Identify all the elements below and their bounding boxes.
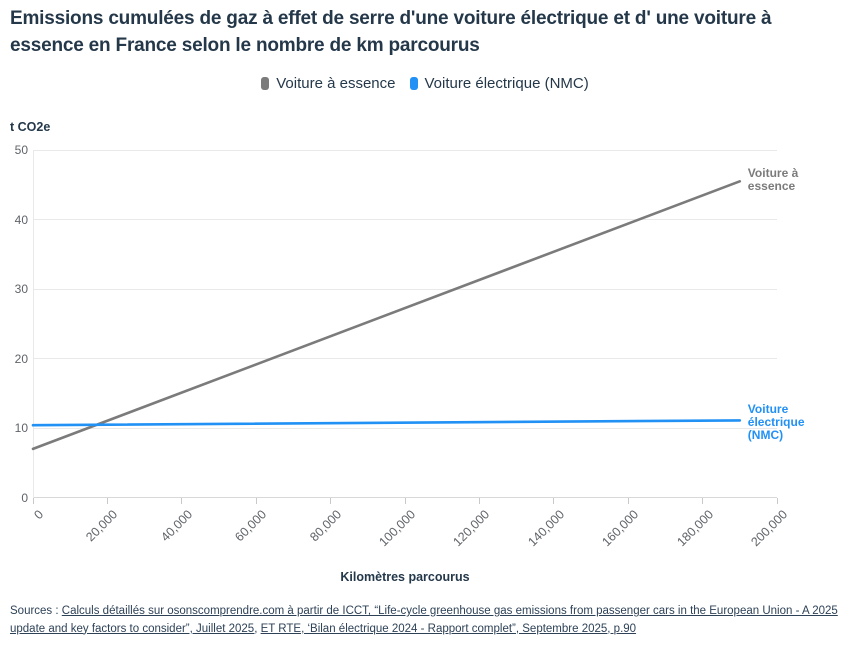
legend-item-electrique: Voiture électrique (NMC): [409, 75, 589, 92]
x-tick-label: 140,000: [525, 507, 567, 550]
y-tick-label: 30: [14, 282, 28, 296]
series-line-0: [31, 180, 742, 451]
x-tick-label: 40,000: [158, 507, 195, 545]
series-end-label-electrique: Voiture électrique (NMC): [747, 402, 805, 443]
legend-label-electrique: Voiture électrique (NMC): [424, 75, 589, 92]
sources-link-rte[interactable]: ET RTE, ‘Bilan électrique 2024 - Rapport…: [260, 622, 637, 635]
y-tick-label: 50: [14, 143, 28, 157]
x-tick-label: 100,000: [376, 507, 419, 550]
series-end-label-essence: Voiture à essence: [747, 166, 799, 194]
y-tick-label: 0: [21, 490, 28, 505]
x-tick-mark: [330, 498, 332, 504]
x-tick-mark: [478, 498, 480, 504]
x-tick-label: 180,000: [673, 507, 716, 550]
legend: Voiture à essence Voiture électrique (NM…: [0, 75, 850, 92]
legend-item-essence: Voiture à essence: [261, 75, 396, 92]
x-tick-mark: [181, 498, 183, 504]
series-line-1: [31, 419, 742, 427]
sources-prefix: Sources :: [10, 605, 62, 617]
legend-swatch-essence-icon: [261, 77, 270, 90]
x-tick-label: 200,000: [748, 507, 791, 550]
x-tick-label: 0: [31, 507, 47, 523]
x-tick-mark: [702, 498, 704, 504]
sources-note: Sources : Calculs détaillés sur osonscom…: [10, 603, 838, 638]
sources-link-icct[interactable]: Calculs détaillés sur osonscomprendre.co…: [10, 605, 838, 635]
x-tick-mark: [776, 498, 778, 504]
y-gridline: [33, 288, 777, 290]
y-gridline: [33, 427, 777, 429]
x-tick-label: 20,000: [83, 507, 121, 545]
chart-title: Emissions cumulées de gaz à effet de ser…: [10, 8, 772, 56]
x-tick-label: 160,000: [599, 507, 642, 550]
y-axis-line: [33, 150, 34, 498]
y-axis-title: t CO2e: [10, 120, 51, 134]
y-gridline: [33, 497, 777, 498]
legend-swatch-electrique-icon: [409, 77, 418, 90]
y-gridline: [33, 358, 777, 359]
x-tick-mark: [32, 498, 34, 504]
y-tick-label: 10: [14, 421, 28, 435]
x-tick-mark: [106, 498, 108, 504]
y-gridline: [33, 219, 777, 220]
x-axis-title: Kilomètres parcourus: [340, 570, 470, 584]
x-tick-label: 60,000: [232, 507, 270, 545]
x-tick-mark: [553, 498, 555, 504]
x-tick-mark: [255, 498, 257, 504]
y-tick-label: 40: [14, 212, 28, 227]
y-tick-label: 20: [14, 351, 28, 366]
x-tick-label: 120,000: [450, 507, 493, 550]
x-tick-label: 80,000: [306, 507, 344, 545]
y-gridline: [33, 149, 777, 151]
x-tick-mark: [627, 498, 629, 504]
x-tick-mark: [404, 498, 406, 504]
legend-label-essence: Voiture à essence: [276, 75, 396, 92]
